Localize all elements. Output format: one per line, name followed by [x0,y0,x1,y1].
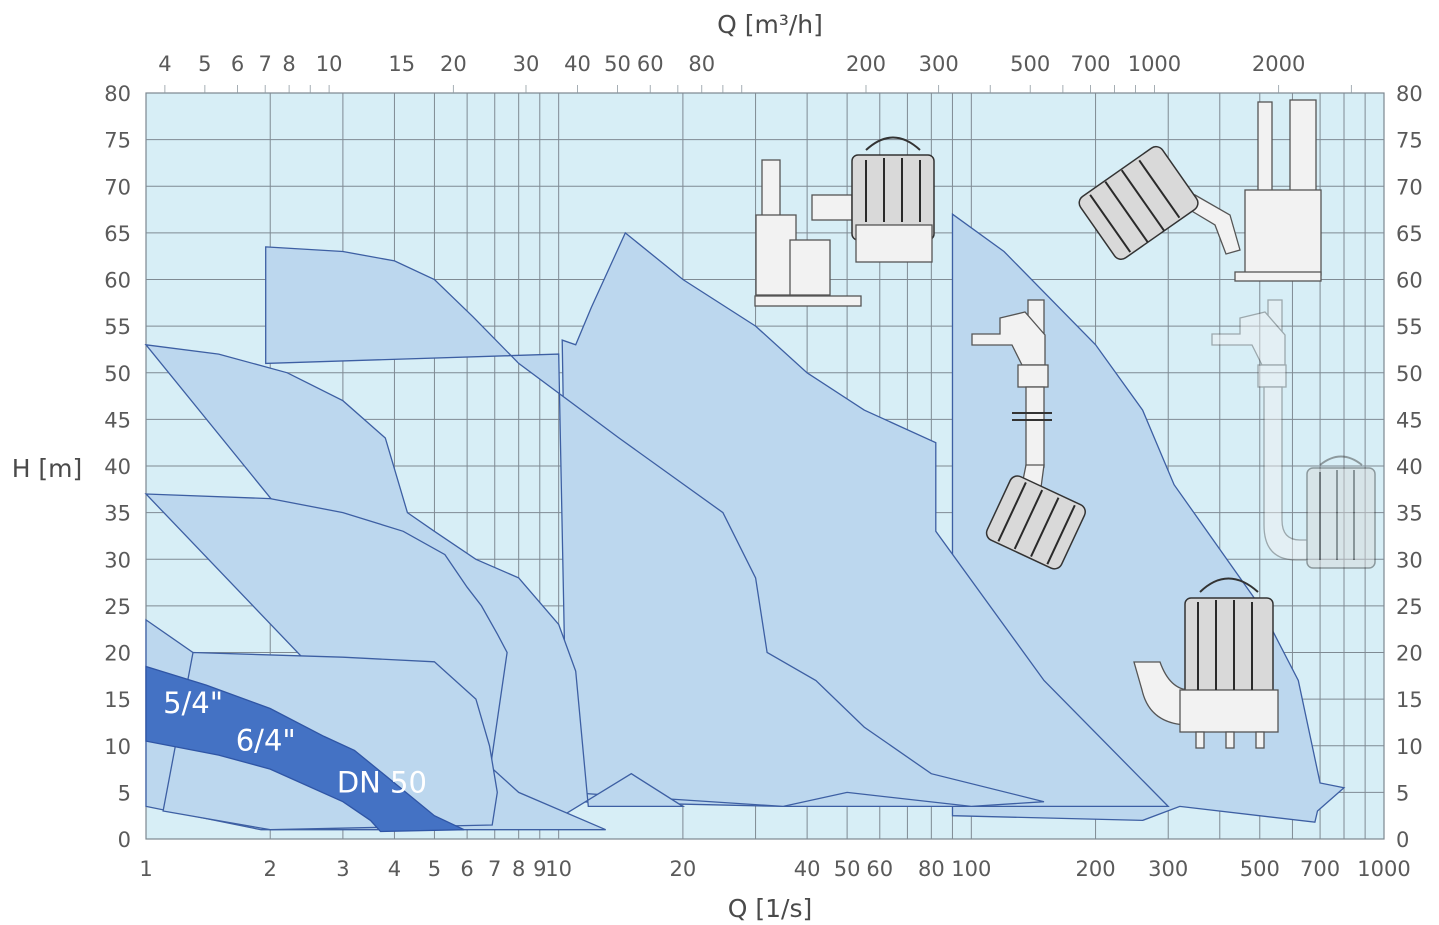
x-tick-label: 200 [1076,857,1116,881]
y-tick-label: 35 [104,502,131,526]
y2-tick-label: 40 [1396,455,1423,479]
x2-tick-label: 10 [316,52,343,76]
y-tick-label: 5 [118,781,131,805]
x-tick-label: 7 [488,857,501,881]
x2-tick-label: 6 [231,52,244,76]
x-tick-label: 9 [533,857,546,881]
y-tick-label: 75 [104,129,131,153]
x2-tick-label: 50 [604,52,631,76]
y-tick-label: 65 [104,222,131,246]
y2-tick-label: 60 [1396,269,1423,293]
x2-tick-label: 40 [564,52,591,76]
y-tick-label: 80 [104,82,131,106]
x-tick-label: 5 [428,857,441,881]
axis-titles: Q [1/s] Q [m³/h] H [m] [12,10,823,923]
x-tick-label: 4 [388,857,401,881]
x2-tick-label: 20 [440,52,467,76]
x2-tick-label: 15 [388,52,415,76]
x-tick-label: 60 [866,857,893,881]
y-tick-label: 20 [104,642,131,666]
band-label: DN 50 [337,765,427,799]
y2-tick-label: 30 [1396,548,1423,572]
pump-freestanding-icon [1133,577,1279,749]
x2-tick-label: 5 [198,52,211,76]
axis-ticks: 1 2 3 4 5 6 7 8 910 20 40 50 60 80 100 200 300 500 700 1000… [104,52,1422,881]
x-axis-title: Q [1/s] [728,894,813,923]
y2-tick-label: 45 [1396,408,1423,432]
y2-tick-label: 75 [1396,129,1423,153]
y2-tick-label: 55 [1396,315,1423,339]
operating-ranges [144,212,1346,831]
x-tick-label: 40 [794,857,821,881]
x-tick-label: 300 [1148,857,1188,881]
y2-tick-label: 25 [1396,595,1423,619]
y-tick-label: 45 [104,408,131,432]
x-tick-label: 700 [1300,857,1340,881]
x-tick-label: 1 [139,857,152,881]
y2-tick-label: 70 [1396,175,1423,199]
y-tick-label: 55 [104,315,131,339]
y-tick-label: 40 [104,455,131,479]
x2-tick-label: 80 [688,52,715,76]
y2-tick-label: 80 [1396,82,1423,106]
x-tick-label: 2 [264,857,277,881]
y2-tick-label: 50 [1396,362,1423,386]
y2-tick-label: 10 [1396,735,1423,759]
x2-tick-label: 8 [282,52,295,76]
highlight-band [145,665,465,833]
x-tick-label: 50 [834,857,861,881]
band-label: 6/4" [236,723,296,757]
band-label: 5/4" [163,686,223,720]
y2-tick-label: 65 [1396,222,1423,246]
x-tick-label: 8 [512,857,525,881]
x2-tick-label: 60 [637,52,664,76]
highlight-band-area [145,665,465,833]
x2-tick-label: 7 [258,52,271,76]
x-tick-label: 20 [670,857,697,881]
y2-tick-label: 5 [1396,781,1409,805]
y-tick-label: 0 [118,828,131,852]
y-tick-label: 50 [104,362,131,386]
x2-tick-label: 30 [513,52,540,76]
y-tick-label: 70 [104,175,131,199]
pump-guide-rail-faded-icon [1211,299,1376,569]
x2-tick-label: 300 [919,52,959,76]
y-tick-label: 25 [104,595,131,619]
x-tick-label: 1000 [1357,857,1410,881]
x2-tick-label: 4 [158,52,171,76]
x2-tick-label: 700 [1070,52,1110,76]
band-labels: 5/4" 6/4" DN 50 [163,686,427,799]
y2-tick-label: 20 [1396,642,1423,666]
x-tick-label: 6 [460,857,473,881]
y-tick-label: 10 [104,735,131,759]
y2-tick-label: 0 [1396,828,1409,852]
x-tick-label: 80 [918,857,945,881]
pump-illustrations [754,99,1376,749]
x-tick-label: 10 [545,857,572,881]
x-tick-label: 100 [951,857,991,881]
y-axis-title: H [m] [12,454,83,483]
x2-tick-label: 500 [1010,52,1050,76]
x2-axis-title: Q [m³/h] [717,10,823,39]
y2-tick-label: 15 [1396,688,1423,712]
x2-tick-label: 200 [846,52,886,76]
x2-tick-label: 2000 [1252,52,1305,76]
x-tick-label: 500 [1240,857,1280,881]
pump-autocoupling-icon [754,136,935,307]
x2-tick-label: 1000 [1128,52,1181,76]
pump-autocoupling-large-icon [1078,99,1322,282]
y-tick-label: 60 [104,269,131,293]
y-tick-label: 15 [104,688,131,712]
y2-tick-label: 35 [1396,502,1423,526]
pump-guide-rail-icon [971,299,1086,570]
y-tick-label: 30 [104,548,131,572]
x-tick-label: 3 [336,857,349,881]
